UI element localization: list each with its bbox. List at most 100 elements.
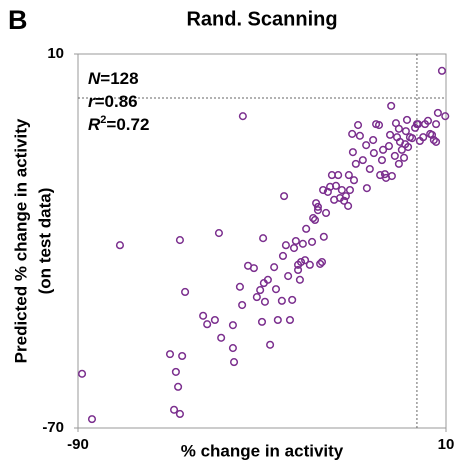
y-tick-label: -70 [42, 419, 64, 436]
data-point [260, 297, 269, 306]
data-point [402, 115, 412, 124]
data-point [217, 333, 226, 342]
plot-frame [77, 53, 447, 429]
data-point [175, 236, 184, 245]
data-point [408, 134, 417, 143]
data-point [340, 196, 349, 205]
data-point [344, 201, 353, 210]
data-point [263, 275, 272, 284]
data-point [358, 156, 367, 165]
data-point [291, 236, 300, 246]
data-point [419, 133, 428, 142]
data-point [353, 121, 363, 130]
data-point [380, 170, 389, 179]
data-point [295, 275, 304, 284]
data-point [115, 241, 125, 250]
data-point [369, 149, 378, 158]
data-point [178, 351, 187, 361]
data-point [365, 164, 374, 174]
data-point [390, 151, 399, 160]
data-point [441, 112, 450, 121]
data-point [313, 206, 322, 215]
y-axis-label: (on test data) [35, 188, 54, 295]
data-point [319, 232, 328, 241]
data-point [313, 202, 322, 211]
data-point [301, 256, 310, 265]
data-point [181, 287, 190, 297]
annotation-value: =0.72 [106, 115, 149, 134]
data-point [174, 382, 183, 391]
data-point [309, 214, 318, 223]
data-point [386, 130, 395, 139]
annotation: N=128 [88, 69, 139, 88]
data-point [351, 159, 360, 168]
chart-title: Rand. Scanning [186, 8, 337, 30]
data-point [165, 350, 175, 359]
data-point [427, 130, 437, 139]
data-point [307, 237, 317, 246]
data-point [433, 108, 442, 117]
data-point [171, 367, 180, 376]
data-point [288, 295, 297, 304]
data-point [369, 135, 378, 145]
data-point [278, 251, 288, 261]
data-point [270, 263, 279, 272]
data-point [345, 185, 355, 195]
data-point [305, 260, 314, 269]
data-point [257, 317, 267, 326]
data-point [238, 112, 247, 121]
data-point [296, 257, 306, 267]
data-point [169, 405, 179, 414]
data-point [394, 159, 403, 168]
data-point [281, 241, 290, 250]
annotation: r=0.86 [88, 92, 138, 111]
data-point [285, 315, 295, 325]
data-point [317, 257, 327, 267]
data-point [387, 101, 396, 110]
data-point [302, 224, 311, 233]
annotation: R2=0.72 [88, 114, 149, 135]
data-point [362, 184, 371, 193]
data-point [298, 239, 307, 248]
annotation-value: =0.86 [95, 92, 138, 111]
data-point [294, 265, 303, 275]
data-point [348, 148, 357, 157]
data-point [374, 121, 384, 130]
data-point [432, 137, 441, 146]
data-point [319, 185, 328, 195]
x-tick-label: 10 [438, 436, 455, 453]
data-point [423, 116, 433, 125]
data-point [437, 66, 447, 75]
data-point [175, 409, 184, 419]
data-point [77, 369, 87, 378]
data-point [235, 282, 244, 291]
data-point [377, 156, 387, 165]
data-point [349, 176, 359, 185]
data-point [199, 311, 208, 320]
data-point [348, 129, 357, 138]
data-point [310, 215, 320, 225]
data-point [331, 181, 341, 190]
data-point [266, 340, 275, 349]
data-point [228, 344, 237, 353]
x-axis-label: % change in activity [181, 441, 344, 460]
annotation-variable: R [88, 115, 101, 134]
data-point [229, 358, 239, 367]
data-point [379, 145, 388, 154]
data-point [344, 171, 353, 180]
data-point [429, 135, 438, 145]
data-point [210, 315, 219, 325]
data-point [355, 131, 364, 140]
data-point [362, 141, 371, 150]
data-point [238, 300, 247, 310]
data-point [337, 185, 346, 195]
data-point [394, 124, 403, 133]
data-point [401, 127, 410, 136]
data-point [259, 234, 268, 243]
data-point [316, 259, 325, 268]
x-tick-label: -90 [67, 436, 89, 453]
data-point [87, 415, 97, 424]
data-point [228, 321, 237, 330]
y-tick-label: 10 [47, 45, 64, 62]
